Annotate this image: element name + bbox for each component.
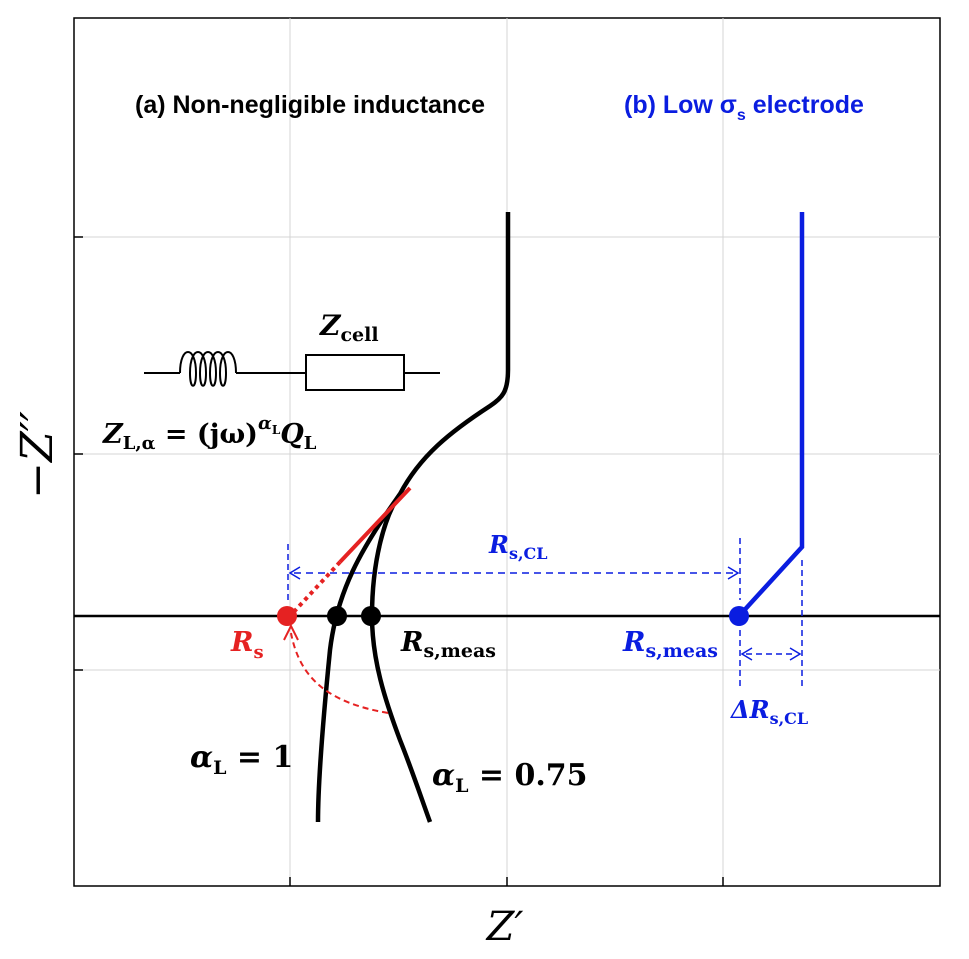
curve-alpha-075	[369, 492, 433, 823]
extrapolation-line	[338, 486, 412, 564]
rscl-arrow-right	[727, 566, 740, 580]
rscl-label: Rs,CL	[488, 530, 548, 563]
rs-label: Rs	[230, 627, 264, 663]
grid	[74, 18, 940, 886]
drscl-arrow-right	[789, 647, 802, 661]
drscl-label: ΔRs,CL	[730, 695, 808, 728]
rs-meas-point-alpha-1	[327, 606, 347, 626]
rs-meas-label-a: Rs,meas	[400, 627, 496, 662]
x-axis-label: Z′	[485, 904, 524, 950]
inductor-symbol	[179, 351, 237, 387]
drscl-arrow-left	[740, 647, 753, 661]
alpha-075-label: αL = 0.75	[432, 758, 588, 797]
panel-b-title: (b) Low σs electrode	[624, 91, 864, 124]
cell-impedance-box	[305, 354, 405, 391]
panel-a-title: (a) Non-negligible inductance	[135, 91, 485, 119]
equivalent-circuit	[144, 351, 440, 391]
rscl-arrow-left	[288, 566, 301, 580]
rs-meas-point-alpha-075	[361, 606, 381, 626]
zl-alpha-equation: ZL,α = (jω)αLQL	[102, 413, 317, 454]
zcell-label: Zcell	[319, 309, 379, 346]
curve-alpha-1	[315, 212, 511, 823]
curve-low-conductivity	[737, 212, 805, 618]
alpha-1-label: αL = 1	[190, 740, 293, 779]
rs-meas-label-b: Rs,meas	[622, 627, 718, 662]
rs-point	[277, 606, 297, 626]
shift-arrow	[290, 632, 389, 714]
rs-meas-point-b	[729, 606, 749, 626]
y-axis-label: −Z′′	[12, 411, 63, 498]
shift-arrow-head	[283, 623, 299, 641]
axis-ticks	[74, 236, 724, 886]
